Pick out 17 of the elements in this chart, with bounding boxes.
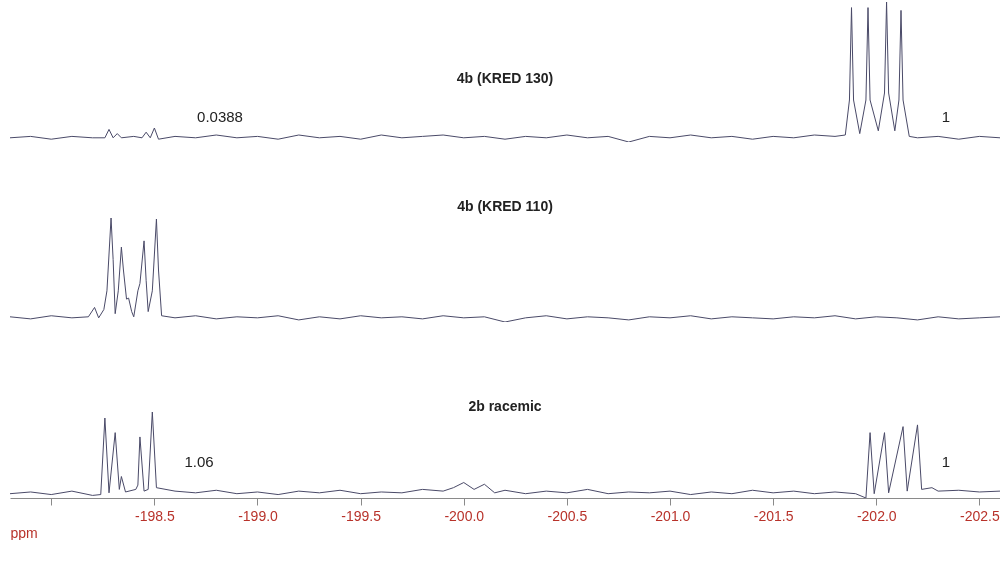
x-tick-label: -202.0 <box>856 507 897 524</box>
x-tick-label: -202.5 <box>960 507 1000 524</box>
x-tick-label: -199.5 <box>341 507 382 524</box>
x-tick-label: -200.0 <box>444 507 485 524</box>
annotation: 0.0388 <box>197 108 243 126</box>
x-axis-title: ppm <box>10 524 38 541</box>
x-tick-label: -200.5 <box>547 507 588 524</box>
text: 4b (KRED 130) <box>456 70 554 86</box>
x-tick-label: -199.0 <box>238 507 279 524</box>
chart-title: 2b racemic <box>468 398 542 414</box>
annotation: 1.06 <box>184 453 214 471</box>
annotation: 1 <box>941 108 951 126</box>
x-tick-label: -201.5 <box>753 507 794 524</box>
chart-title: 4b (KRED 110) <box>457 198 553 214</box>
x-tick-label: -201.0 <box>650 507 691 524</box>
x-tick-label: -198.5 <box>135 507 175 524</box>
annotation: 1 <box>941 453 951 471</box>
